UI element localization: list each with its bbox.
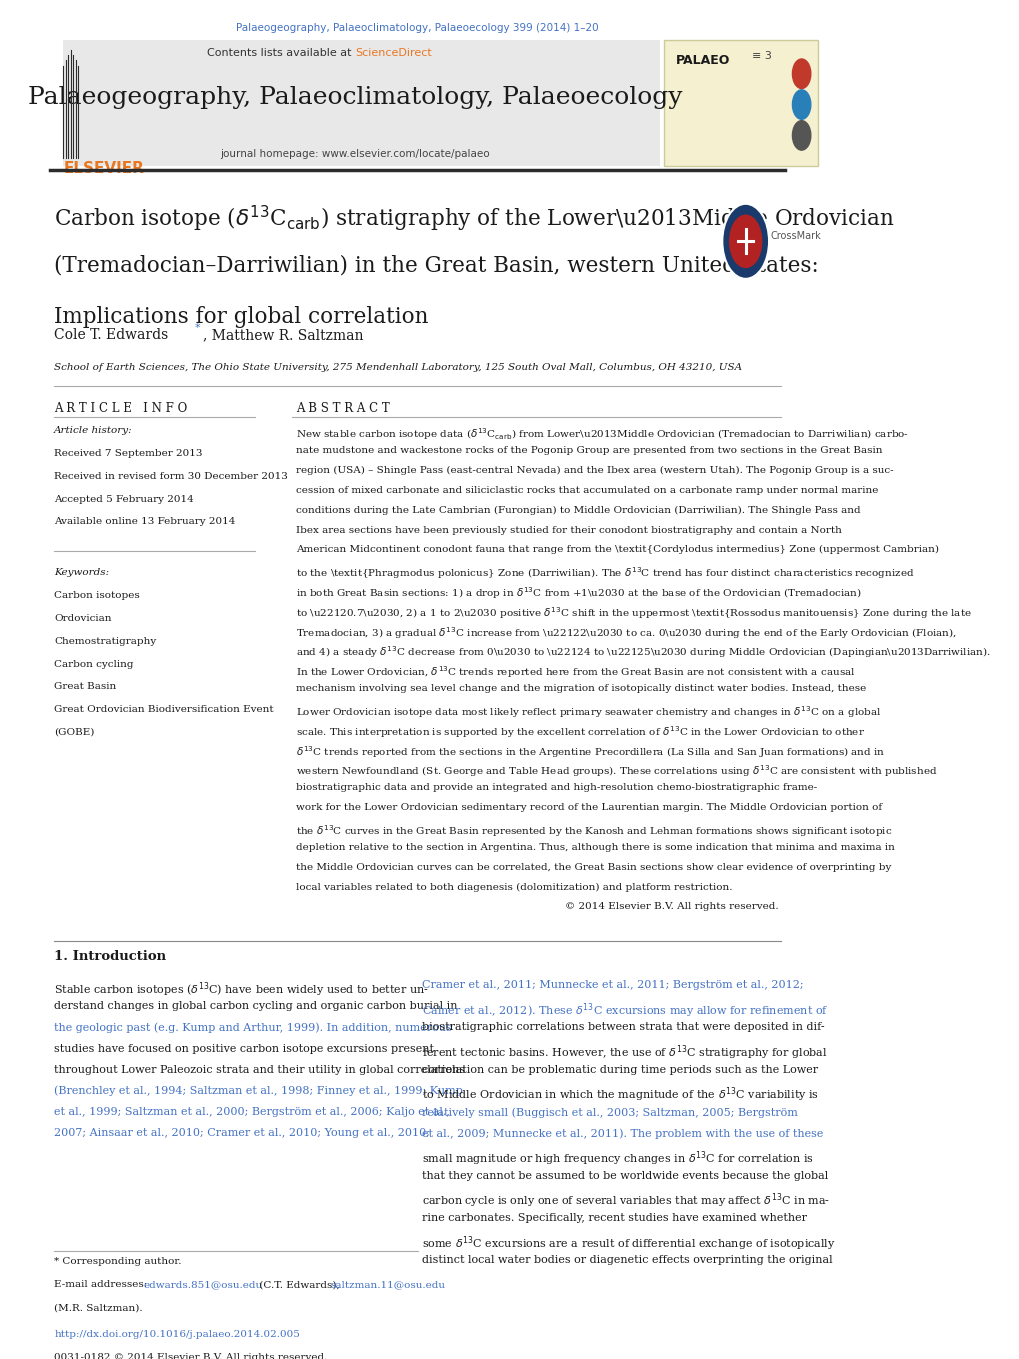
Text: Lower Ordovician isotope data most likely reflect primary seawater chemistry and: Lower Ordovician isotope data most likel… xyxy=(297,704,881,720)
Text: to \u22120.7\u2030, 2) a 1 to 2\u2030 positive $\delta^{13}$C shift in the upper: to \u22120.7\u2030, 2) a 1 to 2\u2030 po… xyxy=(297,605,971,621)
Text: Available online 13 February 2014: Available online 13 February 2014 xyxy=(54,518,235,526)
Text: the Middle Ordovician curves can be correlated, the Great Basin sections show cl: the Middle Ordovician curves can be corr… xyxy=(297,863,891,872)
Text: (Tremadocian–Darriwilian) in the Great Basin, western United States:: (Tremadocian–Darriwilian) in the Great B… xyxy=(54,254,818,277)
Text: A B S T R A C T: A B S T R A C T xyxy=(297,402,390,416)
Text: biostratigraphic data and provide an integrated and high-resolution chemo-biostr: biostratigraphic data and provide an int… xyxy=(297,783,817,792)
Text: (C.T. Edwards),: (C.T. Edwards), xyxy=(256,1280,342,1290)
Text: Tremadocian, 3) a gradual $\delta^{13}$C increase from \u22122\u2030 to ca. 0\u2: Tremadocian, 3) a gradual $\delta^{13}$C… xyxy=(297,625,957,640)
Text: studies have focused on positive carbon isotope excursions present: studies have focused on positive carbon … xyxy=(54,1044,434,1053)
Text: ScienceDirect: ScienceDirect xyxy=(355,49,431,58)
Circle shape xyxy=(721,204,768,279)
Text: *: * xyxy=(195,323,200,333)
Text: the geologic past (e.g. Kump and Arthur, 1999). In addition, numerous: the geologic past (e.g. Kump and Arthur,… xyxy=(54,1022,451,1033)
Text: CrossMark: CrossMark xyxy=(770,231,820,241)
Text: ferent tectonic basins. However, the use of $\delta^{13}$C stratigraphy for glob: ferent tectonic basins. However, the use… xyxy=(421,1044,826,1063)
Text: * Corresponding author.: * Corresponding author. xyxy=(54,1257,181,1267)
Text: biostratigraphic correlations between strata that were deposited in dif-: biostratigraphic correlations between st… xyxy=(421,1022,823,1033)
Text: Carbon isotopes: Carbon isotopes xyxy=(54,591,140,601)
Text: Contents lists available at: Contents lists available at xyxy=(207,49,355,58)
Text: western Newfoundland (St. George and Table Head groups). These correlations usin: western Newfoundland (St. George and Tab… xyxy=(297,764,936,780)
FancyBboxPatch shape xyxy=(62,41,659,166)
Text: Article history:: Article history: xyxy=(54,427,132,435)
Text: to Middle Ordovician in which the magnitude of the $\delta^{13}$C variability is: to Middle Ordovician in which the magnit… xyxy=(421,1086,818,1105)
Text: ≡ 3: ≡ 3 xyxy=(751,50,770,61)
Text: correlation can be problematic during time periods such as the Lower: correlation can be problematic during ti… xyxy=(421,1064,817,1075)
Polygon shape xyxy=(739,254,752,270)
Text: conditions during the Late Cambrian (Furongian) to Middle Ordovician (Darriwilia: conditions during the Late Cambrian (Fur… xyxy=(297,506,860,515)
Text: Ordovician: Ordovician xyxy=(54,614,112,622)
Text: In the Lower Ordovician, $\delta^{13}$C trends reported here from the Great Basi: In the Lower Ordovician, $\delta^{13}$C … xyxy=(297,665,855,681)
Text: work for the Lower Ordovician sedimentary record of the Laurentian margin. The M: work for the Lower Ordovician sedimentar… xyxy=(297,803,881,813)
Text: Cole T. Edwards: Cole T. Edwards xyxy=(54,329,173,342)
Text: Accepted 5 February 2014: Accepted 5 February 2014 xyxy=(54,495,194,504)
Text: to the \textit{Phragmodus polonicus} Zone (Darriwilian). The $\delta^{13}$C tren: to the \textit{Phragmodus polonicus} Zon… xyxy=(297,565,914,582)
Text: nate mudstone and wackestone rocks of the Pogonip Group are presented from two s: nate mudstone and wackestone rocks of th… xyxy=(297,446,882,455)
Text: cession of mixed carbonate and siliciclastic rocks that accumulated on a carbona: cession of mixed carbonate and silicicla… xyxy=(297,485,878,495)
Text: Received 7 September 2013: Received 7 September 2013 xyxy=(54,448,203,458)
Circle shape xyxy=(792,121,810,149)
Text: distinct local water bodies or diagenetic effects overprinting the original: distinct local water bodies or diageneti… xyxy=(421,1256,832,1265)
Circle shape xyxy=(792,90,810,120)
Text: Palaeogeography, Palaeoclimatology, Palaeoecology 399 (2014) 1–20: Palaeogeography, Palaeoclimatology, Pala… xyxy=(236,23,598,33)
Text: http://dx.doi.org/10.1016/j.palaeo.2014.02.005: http://dx.doi.org/10.1016/j.palaeo.2014.… xyxy=(54,1330,300,1339)
Text: PALAEO: PALAEO xyxy=(676,53,730,67)
Text: (GOBE): (GOBE) xyxy=(54,728,95,737)
Text: that they cannot be assumed to be worldwide events because the global: that they cannot be assumed to be worldw… xyxy=(421,1170,827,1181)
Text: 2007; Ainsaar et al., 2010; Cramer et al., 2010; Young et al., 2010;: 2007; Ainsaar et al., 2010; Cramer et al… xyxy=(54,1128,430,1139)
Text: scale. This interpretation is supported by the excellent correlation of $\delta^: scale. This interpretation is supported … xyxy=(297,724,864,739)
Text: A R T I C L E   I N F O: A R T I C L E I N F O xyxy=(54,402,187,416)
Text: in both Great Basin sections: 1) a drop in $\delta^{13}$C from +1\u2030 at the b: in both Great Basin sections: 1) a drop … xyxy=(297,584,861,601)
FancyBboxPatch shape xyxy=(663,41,817,166)
Text: mechanism involving sea level change and the migration of isotopically distinct : mechanism involving sea level change and… xyxy=(297,684,866,693)
Text: Calner et al., 2012). These $\delta^{13}$C excursions may allow for refinement o: Calner et al., 2012). These $\delta^{13}… xyxy=(421,1002,827,1019)
Text: region (USA) – Shingle Pass (east-central Nevada) and the Ibex area (western Uta: region (USA) – Shingle Pass (east-centra… xyxy=(297,466,894,476)
Text: throughout Lower Paleozoic strata and their utility in global correlations: throughout Lower Paleozoic strata and th… xyxy=(54,1064,465,1075)
Text: some $\delta^{13}$C excursions are a result of differential exchange of isotopic: some $\delta^{13}$C excursions are a res… xyxy=(421,1234,835,1253)
Text: American Midcontinent conodont fauna that range from the \textit{Cordylodus inte: American Midcontinent conodont fauna tha… xyxy=(297,545,938,554)
Text: Carbon isotope ($\delta^{13}$C$_{\rm carb}$) stratigraphy of the Lower\u2013Midd: Carbon isotope ($\delta^{13}$C$_{\rm car… xyxy=(54,204,894,234)
Text: © 2014 Elsevier B.V. All rights reserved.: © 2014 Elsevier B.V. All rights reserved… xyxy=(565,902,777,912)
Text: ELSEVIER: ELSEVIER xyxy=(63,160,145,175)
Text: small magnitude or high frequency changes in $\delta^{13}$C for correlation is: small magnitude or high frequency change… xyxy=(421,1150,813,1167)
Text: 1. Introduction: 1. Introduction xyxy=(54,950,166,964)
Text: rine carbonates. Specifically, recent studies have examined whether: rine carbonates. Specifically, recent st… xyxy=(421,1214,806,1223)
Text: and 4) a steady $\delta^{13}$C decrease from 0\u2030 to \u22124 to \u22125\u2030: and 4) a steady $\delta^{13}$C decrease … xyxy=(297,644,990,660)
Text: , Matthew R. Saltzman: , Matthew R. Saltzman xyxy=(203,329,363,342)
Text: School of Earth Sciences, The Ohio State University, 275 Mendenhall Laboratory, : School of Earth Sciences, The Ohio State… xyxy=(54,363,742,372)
Text: Received in revised form 30 December 2013: Received in revised form 30 December 201… xyxy=(54,472,288,481)
Text: derstand changes in global carbon cycling and organic carbon burial in: derstand changes in global carbon cyclin… xyxy=(54,1002,458,1011)
Text: et al., 2009; Munnecke et al., 2011). The problem with the use of these: et al., 2009; Munnecke et al., 2011). Th… xyxy=(421,1128,822,1139)
Text: carbon cycle is only one of several variables that may affect $\delta^{13}$C in : carbon cycle is only one of several vari… xyxy=(421,1192,829,1211)
Text: Implications for global correlation: Implications for global correlation xyxy=(54,306,428,328)
Text: E-mail addresses:: E-mail addresses: xyxy=(54,1280,151,1290)
Text: (Brenchley et al., 1994; Saltzman et al., 1998; Finney et al., 1999; Kump: (Brenchley et al., 1994; Saltzman et al.… xyxy=(54,1086,463,1097)
Text: 0031-0182 © 2014 Elsevier B.V. All rights reserved.: 0031-0182 © 2014 Elsevier B.V. All right… xyxy=(54,1352,327,1359)
Text: Stable carbon isotopes ($\delta^{13}$C) have been widely used to better un-: Stable carbon isotopes ($\delta^{13}$C) … xyxy=(54,980,429,999)
Text: Ibex area sections have been previously studied for their conodont biostratigrap: Ibex area sections have been previously … xyxy=(297,526,842,534)
Text: depletion relative to the section in Argentina. Thus, although there is some ind: depletion relative to the section in Arg… xyxy=(297,843,895,852)
Text: the $\delta^{13}$C curves in the Great Basin represented by the Kanosh and Lehma: the $\delta^{13}$C curves in the Great B… xyxy=(297,824,892,839)
Text: (M.R. Saltzman).: (M.R. Saltzman). xyxy=(54,1303,143,1311)
Text: Great Ordovician Biodiversification Event: Great Ordovician Biodiversification Even… xyxy=(54,705,274,713)
Circle shape xyxy=(729,215,761,268)
Circle shape xyxy=(792,58,810,88)
Text: journal homepage: www.elsevier.com/locate/palaeo: journal homepage: www.elsevier.com/locat… xyxy=(220,148,489,159)
Text: local variables related to both diagenesis (dolomitization) and platform restric: local variables related to both diagenes… xyxy=(297,882,733,892)
Text: Cramer et al., 2011; Munnecke et al., 2011; Bergström et al., 2012;: Cramer et al., 2011; Munnecke et al., 20… xyxy=(421,980,803,989)
Text: Chemostratigraphy: Chemostratigraphy xyxy=(54,637,156,646)
Text: saltzman.11@osu.edu: saltzman.11@osu.edu xyxy=(330,1280,445,1290)
Text: Palaeogeography, Palaeoclimatology, Palaeoecology: Palaeogeography, Palaeoclimatology, Pala… xyxy=(28,86,682,109)
Text: et al., 1999; Saltzman et al., 2000; Bergström et al., 2006; Kaljo et al.,: et al., 1999; Saltzman et al., 2000; Ber… xyxy=(54,1108,449,1117)
Text: $\delta^{13}$C trends reported from the sections in the Argentine Precordillera : $\delta^{13}$C trends reported from the … xyxy=(297,743,884,760)
Text: relatively small (Buggisch et al., 2003; Saltzman, 2005; Bergström: relatively small (Buggisch et al., 2003;… xyxy=(421,1108,797,1117)
Text: Carbon cycling: Carbon cycling xyxy=(54,659,133,669)
Text: Great Basin: Great Basin xyxy=(54,682,116,692)
Text: edwards.851@osu.edu: edwards.851@osu.edu xyxy=(144,1280,263,1290)
Text: Keywords:: Keywords: xyxy=(54,568,109,578)
Text: New stable carbon isotope data ($\delta^{13}$C$_{\rm carb}$) from Lower\u2013Mid: New stable carbon isotope data ($\delta^… xyxy=(297,427,909,442)
